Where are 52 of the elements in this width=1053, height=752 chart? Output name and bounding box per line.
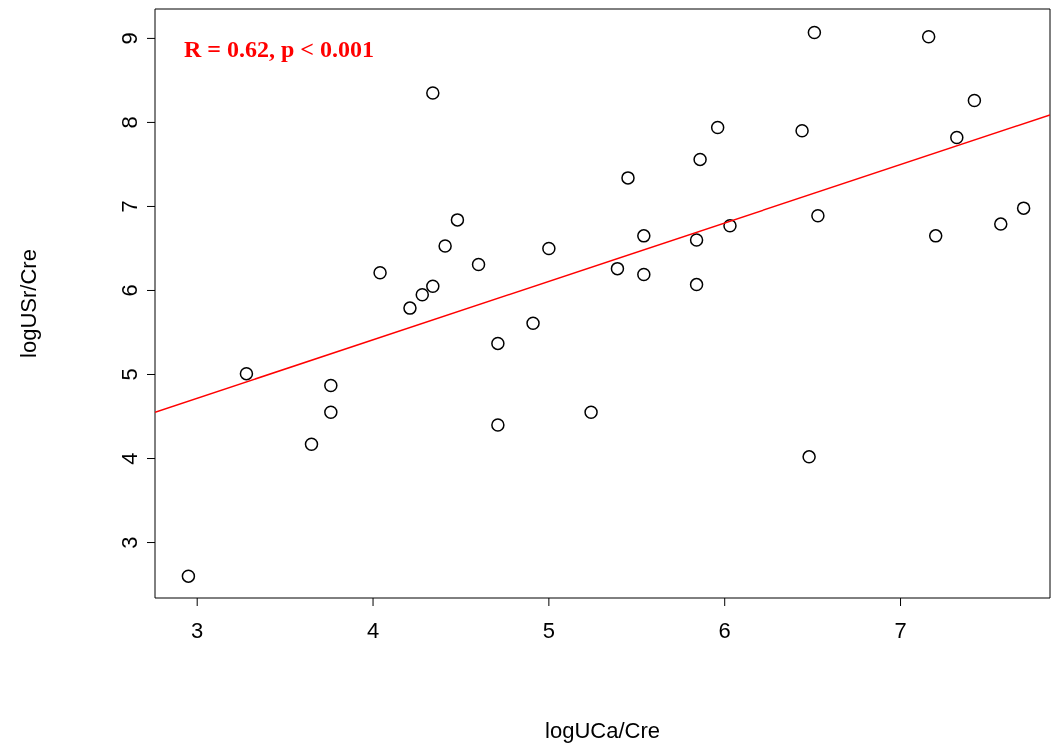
point: [795, 124, 809, 138]
y-tick-label: 3: [117, 536, 142, 549]
x-tick-label: 4: [366, 617, 380, 643]
x-tick-label: 5: [542, 617, 555, 643]
point: [438, 239, 452, 253]
point: [807, 25, 822, 40]
point: [723, 219, 737, 233]
x-axis-title: logUCa/Cre: [545, 718, 660, 743]
annotation: R = 0.62, p < 0.001: [184, 36, 375, 63]
point: [239, 366, 254, 381]
point: [610, 261, 625, 276]
point: [994, 217, 1008, 231]
y-tick-label: 8: [117, 116, 142, 129]
point: [415, 287, 430, 302]
point: [491, 418, 505, 432]
y-tick-label: 5: [117, 368, 142, 381]
point: [304, 437, 319, 451]
x-tick-label: 6: [718, 617, 731, 643]
y-tick-label: 6: [117, 284, 142, 297]
point: [1016, 201, 1031, 215]
point: [621, 171, 635, 185]
point: [373, 266, 387, 280]
point: [689, 277, 704, 292]
point: [426, 279, 440, 294]
y-axis-title: logUSr/Cre: [15, 249, 41, 358]
point: [426, 86, 440, 100]
point: [689, 233, 704, 247]
point: [471, 257, 486, 272]
point: [802, 450, 816, 464]
y-tick-label: 4: [117, 452, 142, 465]
point: [542, 241, 556, 256]
point: [921, 29, 936, 44]
point: [450, 213, 465, 227]
point: [526, 316, 540, 330]
point: [181, 569, 196, 583]
point: [693, 152, 707, 167]
x-tick-label: 3: [191, 617, 204, 643]
point: [324, 405, 338, 420]
point: [710, 120, 725, 135]
point: [928, 229, 943, 243]
point: [637, 229, 651, 243]
point: [811, 208, 825, 223]
point: [403, 301, 417, 315]
point: [637, 267, 651, 282]
point: [324, 378, 338, 393]
point: [950, 130, 964, 145]
point: [491, 336, 505, 351]
y-tick-label: 9: [117, 32, 142, 45]
y-tick-label: 7: [117, 200, 142, 213]
point: [967, 93, 982, 108]
x-tick-label: 7: [894, 617, 907, 643]
point: [584, 405, 598, 420]
